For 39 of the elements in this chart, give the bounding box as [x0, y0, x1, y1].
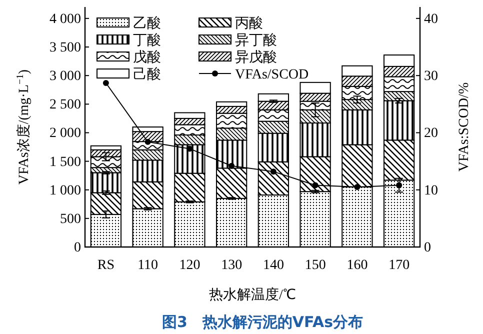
- x-tick-label: 110: [138, 258, 158, 273]
- y-tick-label: 2 500: [50, 98, 81, 113]
- y-tick-label: 4 000: [50, 12, 81, 27]
- x-tick-label: 160: [346, 258, 368, 273]
- x-tick-label: RS: [97, 258, 114, 273]
- point: [144, 138, 151, 145]
- x-tick-label: 150: [304, 258, 326, 273]
- y-tick-label: 3 500: [50, 40, 81, 56]
- x-axis-title: 热水解温度/℃: [209, 287, 296, 303]
- legend-label: VFAs/SCOD: [235, 68, 309, 82]
- y2-tick-label: 10: [424, 183, 438, 198]
- point: [228, 162, 235, 169]
- x-tick-label: 170: [388, 258, 410, 273]
- legend-label: 乙酸: [133, 16, 161, 32]
- point: [312, 182, 318, 188]
- y2-tick-label: 20: [424, 126, 438, 142]
- x-tick-label: 140: [262, 258, 284, 273]
- y2-axis-title: VFAs:SCOD/%: [457, 82, 472, 172]
- point: [102, 80, 109, 86]
- legend-label: 己酸: [133, 66, 161, 82]
- y2-tick-label: 30: [424, 69, 438, 84]
- legend-label: 异戊酸: [235, 50, 277, 66]
- y-tick-label: 1 000: [50, 183, 81, 198]
- y-tick-label: 2 000: [50, 126, 81, 142]
- y-tick-label: 1 500: [50, 154, 81, 170]
- y-tick-label: 500: [60, 212, 81, 227]
- y2-tick-label: 0: [424, 240, 431, 256]
- legend-label: 戊酸: [133, 50, 161, 66]
- x-tick-label: 130: [221, 258, 242, 273]
- legend-label: 丁酸: [133, 32, 161, 48]
- point: [270, 168, 276, 175]
- y2-tick-label: 40: [424, 12, 438, 27]
- x-tick-label: 120: [179, 258, 200, 273]
- legend-label: 异丁酸: [235, 32, 277, 48]
- point: [354, 184, 360, 190]
- text: 图3 热水解污泥的VFAs分布: [162, 313, 364, 331]
- legend-label: 丙酸: [235, 16, 263, 32]
- y-tick-label: 0: [74, 240, 81, 256]
- y-tick-label: 3 000: [50, 69, 81, 84]
